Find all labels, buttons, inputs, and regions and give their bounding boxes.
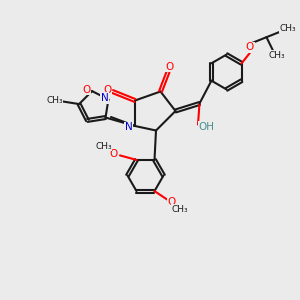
Text: O: O xyxy=(246,42,254,52)
Text: CH₃: CH₃ xyxy=(172,205,188,214)
Text: CH₃: CH₃ xyxy=(46,96,63,105)
Text: O: O xyxy=(109,149,118,159)
Text: O: O xyxy=(103,85,111,95)
Text: CH₃: CH₃ xyxy=(280,24,296,33)
Text: CH₃: CH₃ xyxy=(269,51,285,60)
Text: N: N xyxy=(124,122,132,133)
Text: N: N xyxy=(101,93,109,103)
Text: O: O xyxy=(82,85,91,94)
Text: O: O xyxy=(165,61,174,72)
Text: CH₃: CH₃ xyxy=(95,142,112,151)
Text: OH: OH xyxy=(198,122,214,132)
Text: O: O xyxy=(167,196,176,207)
